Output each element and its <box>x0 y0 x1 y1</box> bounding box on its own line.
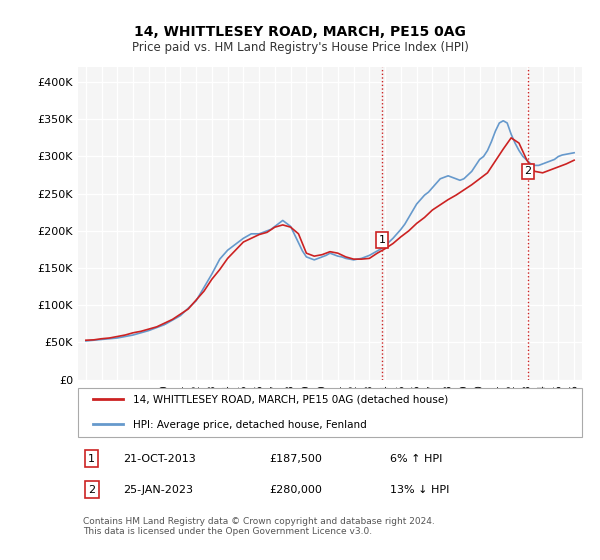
Text: 2: 2 <box>88 485 95 495</box>
Text: 25-JAN-2023: 25-JAN-2023 <box>124 485 193 495</box>
Text: Contains HM Land Registry data © Crown copyright and database right 2024.
This d: Contains HM Land Registry data © Crown c… <box>83 517 435 536</box>
Text: £280,000: £280,000 <box>269 485 322 495</box>
Text: 6% ↑ HPI: 6% ↑ HPI <box>391 454 443 464</box>
Text: HPI: Average price, detached house, Fenland: HPI: Average price, detached house, Fenl… <box>133 419 367 430</box>
Text: 1: 1 <box>88 454 95 464</box>
Text: Price paid vs. HM Land Registry's House Price Index (HPI): Price paid vs. HM Land Registry's House … <box>131 41 469 54</box>
Text: £187,500: £187,500 <box>269 454 322 464</box>
Text: 21-OCT-2013: 21-OCT-2013 <box>124 454 196 464</box>
Text: 2: 2 <box>524 166 532 176</box>
Text: 14, WHITTLESEY ROAD, MARCH, PE15 0AG: 14, WHITTLESEY ROAD, MARCH, PE15 0AG <box>134 25 466 39</box>
FancyBboxPatch shape <box>78 388 582 437</box>
Text: 1: 1 <box>379 235 385 245</box>
Text: 14, WHITTLESEY ROAD, MARCH, PE15 0AG (detached house): 14, WHITTLESEY ROAD, MARCH, PE15 0AG (de… <box>133 394 449 404</box>
Text: 13% ↓ HPI: 13% ↓ HPI <box>391 485 450 495</box>
